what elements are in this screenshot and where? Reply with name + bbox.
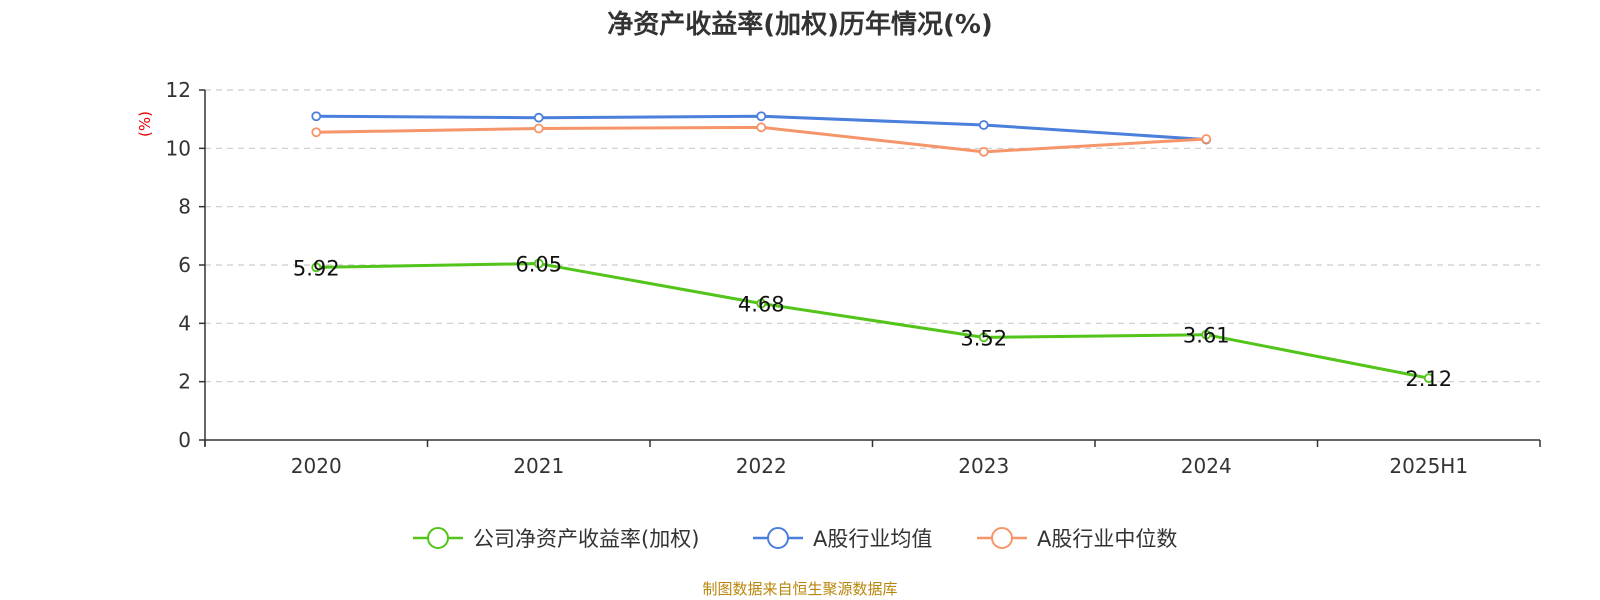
legend-item[interactable]: A股行业均值 [753, 527, 932, 551]
y-tick-label: 10 [166, 136, 191, 160]
series-lines [311, 111, 1434, 384]
x-tick-label: 2020 [291, 454, 342, 478]
data-point [1201, 134, 1212, 144]
y-tick-label: 4 [178, 311, 191, 335]
data-label: 5.92 [293, 256, 340, 280]
data-point [533, 123, 544, 134]
legend-marker [767, 527, 789, 549]
x-tick-label: 2023 [958, 454, 1009, 478]
data-label: 3.61 [1183, 324, 1230, 348]
x-tick-label: 2022 [736, 454, 787, 478]
data-point [978, 120, 989, 130]
legend-label: A股行业中位数 [1037, 527, 1177, 551]
data-point [978, 146, 989, 157]
y-axis-label: (%) [136, 111, 154, 137]
legend-item[interactable]: A股行业中位数 [977, 527, 1177, 551]
legend-marker [427, 527, 449, 549]
data-label: 6.05 [515, 253, 562, 277]
data-point [311, 127, 322, 138]
legend-marker [991, 527, 1013, 549]
legend-label: A股行业均值 [813, 527, 932, 551]
data-point [533, 258, 544, 269]
x-tick-label: 2024 [1181, 454, 1232, 478]
y-tick-label: 12 [166, 78, 191, 102]
source-note: 制图数据来自恒生聚源数据库 [702, 580, 897, 598]
y-tick-label: 2 [178, 370, 191, 394]
data-point [311, 111, 322, 122]
y-tick-label: 0 [178, 428, 191, 452]
y-tick-label: 8 [178, 195, 191, 219]
grid-lines [205, 89, 1540, 383]
data-labels: 5.92 6.05 4.68 3.52 3.61 2.12 [293, 253, 1452, 392]
axes: 0 2 4 6 8 10 12 2020 2021 2022 2023 2024 2025H1 [166, 78, 1541, 478]
data-point [311, 262, 322, 273]
legend-label: 公司净资产收益率(加权) [473, 527, 699, 551]
x-tick-label: 2021 [513, 454, 564, 478]
data-label: 2.12 [1405, 367, 1452, 391]
series-line-0 [316, 262, 1430, 380]
data-point [978, 332, 989, 343]
x-tick-label: 2025H1 [1389, 454, 1468, 478]
data-label: 4.68 [738, 293, 785, 317]
data-point [1201, 329, 1212, 340]
legend-item[interactable]: 公司净资产收益率(加权) [413, 527, 699, 551]
legend[interactable]: 公司净资产收益率(加权) A股行业均值 A股行业中位数 [413, 527, 1177, 551]
data-point [756, 122, 767, 133]
data-point [1423, 373, 1434, 384]
y-tick-label: 6 [178, 253, 191, 277]
chart-title: 净资产收益率(加权)历年情况(%) [607, 9, 993, 40]
data-point [756, 111, 767, 122]
data-label: 3.52 [960, 326, 1007, 350]
data-point [756, 298, 767, 309]
data-point [533, 112, 544, 123]
